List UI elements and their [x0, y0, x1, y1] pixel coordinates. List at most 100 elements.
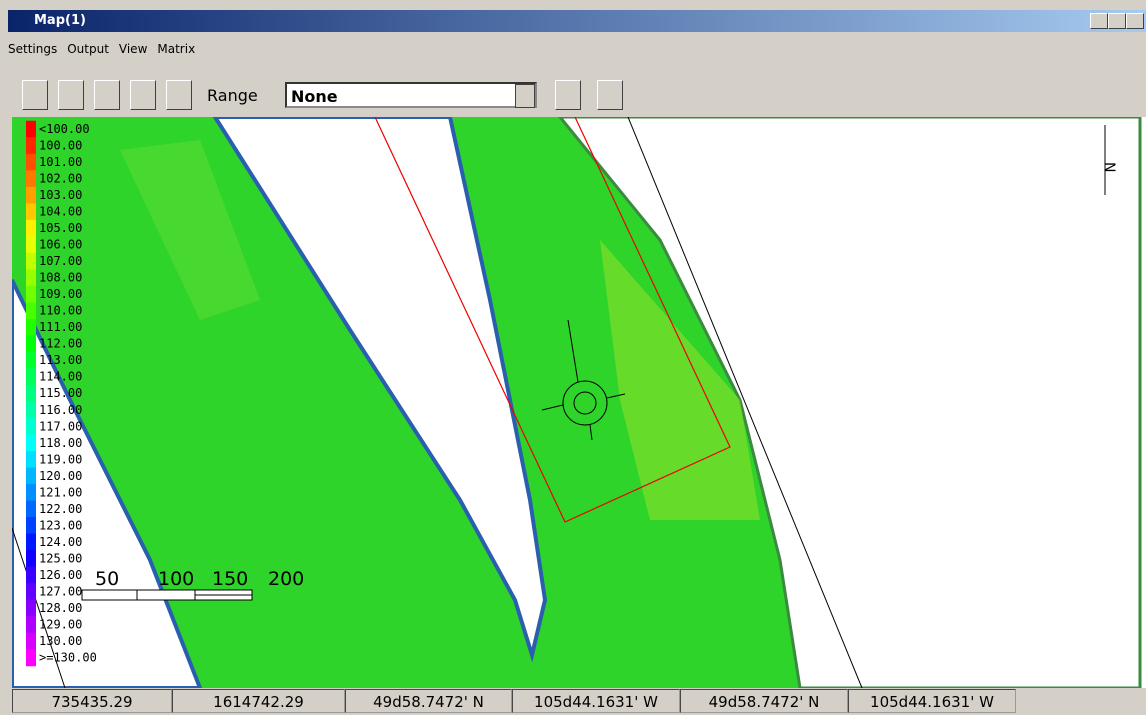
- legend-swatch: [26, 153, 36, 171]
- legend-label: 117.00: [39, 419, 82, 433]
- legend-swatch: [26, 351, 36, 369]
- legend-swatch: [26, 484, 36, 502]
- scale-label: 100: [158, 568, 194, 590]
- legend-label: 108.00: [39, 271, 82, 285]
- legend-label: 102.00: [39, 172, 82, 186]
- legend-label: 118.00: [39, 436, 82, 450]
- legend-label: <100.00: [39, 122, 90, 136]
- legend-label: 122.00: [39, 502, 82, 516]
- legend-label: 100.00: [39, 139, 82, 153]
- legend-swatch: [26, 401, 36, 419]
- status-cell: 49d58.7472' N: [345, 689, 512, 713]
- legend-swatch: [26, 252, 36, 270]
- legend-swatch: [26, 566, 36, 584]
- zoom-extent-button[interactable]: [22, 80, 48, 110]
- legend-swatch: [26, 583, 36, 601]
- range-value: None: [291, 87, 338, 106]
- legend-label: 107.00: [39, 254, 82, 268]
- pan-button[interactable]: [166, 80, 192, 110]
- legend-swatch: [26, 418, 36, 436]
- legend-swatch: [26, 203, 36, 221]
- menu-item[interactable]: View: [118, 42, 148, 56]
- legend-swatch: [26, 137, 36, 155]
- legend-label: 104.00: [39, 205, 82, 219]
- legend-swatch: [26, 434, 36, 452]
- minimize-button[interactable]: [1090, 13, 1108, 29]
- menu-item[interactable]: Output: [67, 42, 109, 56]
- scale-label: 200: [268, 568, 304, 590]
- legend-label: 110.00: [39, 304, 82, 318]
- legend-label: 127.00: [39, 584, 82, 598]
- menu-bar: Settings Output View Matrix: [8, 42, 205, 56]
- legend-swatch: [26, 616, 36, 634]
- legend-swatch: [26, 533, 36, 551]
- scale-label: 150: [212, 568, 248, 590]
- close-button[interactable]: [1126, 13, 1144, 29]
- legend-label: >=130.00: [39, 650, 97, 664]
- legend-label: 115.00: [39, 386, 82, 400]
- legend-swatch: [26, 517, 36, 535]
- legend-label: 128.00: [39, 601, 82, 615]
- legend-label: 116.00: [39, 403, 82, 417]
- query-button[interactable]: [597, 80, 623, 110]
- status-cell: 105d44.1631' W: [512, 689, 680, 713]
- legend-swatch: [26, 467, 36, 485]
- legend-swatch: [26, 368, 36, 386]
- legend-swatch: [26, 335, 36, 353]
- legend-label: 103.00: [39, 188, 82, 202]
- legend-label: 119.00: [39, 452, 82, 466]
- legend-swatch: [26, 451, 36, 469]
- legend-swatch: [26, 285, 36, 303]
- range-label: Range: [207, 86, 258, 105]
- legend-label: 106.00: [39, 238, 82, 252]
- export-button[interactable]: [555, 80, 581, 110]
- legend-label: 126.00: [39, 568, 82, 582]
- legend-label: 123.00: [39, 518, 82, 532]
- legend-swatch: [26, 500, 36, 518]
- status-cell: 49d58.7472' N: [680, 689, 848, 713]
- legend-label: 105.00: [39, 221, 82, 235]
- legend-label: 120.00: [39, 469, 82, 483]
- scale-label: 50: [95, 568, 119, 590]
- terrain: [12, 117, 1142, 688]
- map-view: <100.00 100.00 101.00 102.00 103.00 104.00 105…: [12, 117, 1146, 688]
- legend-label: 121.00: [39, 485, 82, 499]
- legend-swatch: [26, 302, 36, 320]
- legend-swatch: [26, 649, 36, 667]
- legend-swatch: [26, 219, 36, 237]
- legend-swatch: [26, 186, 36, 204]
- legend-label: 113.00: [39, 353, 82, 367]
- range-dropdown[interactable]: None: [285, 82, 537, 108]
- north-label: N: [1101, 162, 1117, 172]
- status-cell: 735435.29: [12, 689, 172, 713]
- legend-swatch: [26, 599, 36, 617]
- menu-item[interactable]: Settings: [8, 42, 58, 56]
- legend-swatch: [26, 170, 36, 188]
- legend-swatch: [26, 318, 36, 336]
- legend-swatch: [26, 120, 36, 138]
- menu-item[interactable]: Matrix: [157, 42, 196, 56]
- legend-swatch: [26, 236, 36, 254]
- title-bar: Map(1): [8, 10, 1146, 32]
- legend-swatch: [26, 632, 36, 650]
- zoom-window-button[interactable]: [130, 80, 156, 110]
- legend: <100.00 100.00 101.00 102.00 103.00 104.00 105…: [26, 120, 1117, 667]
- legend-label: 114.00: [39, 370, 82, 384]
- legend-swatch: [26, 384, 36, 402]
- legend-label: 129.00: [39, 617, 82, 631]
- maximize-button[interactable]: [1108, 13, 1126, 29]
- zoom-in-button[interactable]: [58, 80, 84, 110]
- legend-label: 112.00: [39, 337, 82, 351]
- legend-swatch: [26, 269, 36, 287]
- status-bar: 735435.29 1614742.29 49d58.7472' N 105d44.1…: [12, 688, 1146, 715]
- legend-label: 124.00: [39, 535, 82, 549]
- zoom-out-button[interactable]: [94, 80, 120, 110]
- status-cell: 1614742.29: [172, 689, 345, 713]
- legend-swatch: [26, 550, 36, 568]
- legend-label: 130.00: [39, 634, 82, 648]
- legend-label: 109.00: [39, 287, 82, 301]
- dropdown-arrow[interactable]: [515, 84, 535, 108]
- legend-label: 125.00: [39, 551, 82, 565]
- legend-label: 111.00: [39, 320, 82, 334]
